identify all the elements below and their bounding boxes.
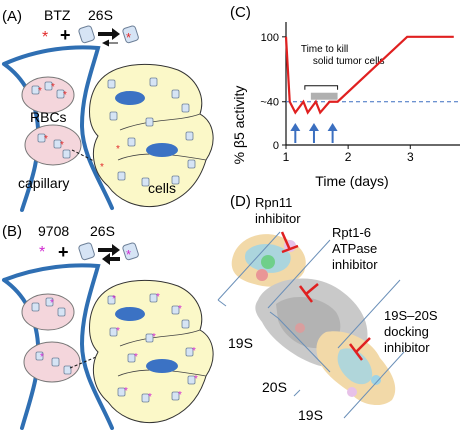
btz-star-icon: * bbox=[42, 29, 48, 46]
proteasome-26s-icon-b bbox=[78, 242, 95, 261]
compound-9708-star-icon: * bbox=[39, 244, 45, 261]
forward-arrow-icon bbox=[98, 28, 120, 40]
capillary-label: capillary bbox=[18, 175, 69, 191]
svg-text:*: * bbox=[60, 140, 64, 151]
rpn11-inhibitor-bar bbox=[281, 244, 299, 254]
complex-26s-label-a: 26S bbox=[88, 7, 113, 23]
svg-text:*: * bbox=[50, 298, 54, 309]
svg-text:*: * bbox=[51, 82, 55, 93]
svg-text:*: * bbox=[126, 30, 131, 45]
panel-d: (D) Rpn11 inhibitor Rpt1-6 ATPase inhibitor… bbox=[217, 193, 438, 423]
y-tick-label: 0 bbox=[273, 140, 279, 152]
svg-text:*: * bbox=[100, 162, 104, 173]
svg-text:*: * bbox=[192, 346, 196, 357]
docking-inhibitor-label: 19S–20S docking inhibitor bbox=[384, 308, 438, 355]
capillary-vessel-icon-b bbox=[2, 263, 114, 430]
plus-sign-a: + bbox=[60, 25, 71, 45]
x-tick-label: 2 bbox=[345, 150, 352, 164]
x-tick-label: 1 bbox=[283, 150, 290, 164]
panel-a: (A) BTZ 26S * + * * ** ** bbox=[2, 7, 214, 212]
segment-20s: 20S bbox=[262, 379, 287, 395]
nucleus-b2 bbox=[146, 359, 178, 373]
rpn11-inhibitor-marker bbox=[280, 231, 292, 251]
x-axis-label: Time (days) bbox=[315, 173, 388, 189]
panel-d-label: (D) bbox=[230, 193, 251, 210]
svg-text:*: * bbox=[178, 390, 182, 401]
cell-9708-stars: * * * * * * * * * * * bbox=[112, 292, 198, 403]
rbc-label: RBCs bbox=[30, 109, 67, 125]
svg-text:*: * bbox=[38, 86, 42, 97]
nucleus-2 bbox=[146, 143, 178, 157]
cell-proteasomes-a bbox=[107, 77, 196, 187]
segment-19s-top: 19S bbox=[228, 335, 253, 351]
complex-26s-label-b: 26S bbox=[90, 223, 115, 239]
svg-text:*: * bbox=[112, 294, 116, 305]
svg-text:*: * bbox=[63, 90, 67, 101]
panel-b-label: (B) bbox=[2, 223, 22, 240]
proteasome-btz-complex-icon: * bbox=[122, 25, 139, 45]
rbc-proteasomes bbox=[31, 81, 71, 159]
svg-text:*: * bbox=[148, 392, 152, 403]
subunit-brackets bbox=[217, 231, 405, 419]
rpt-inhibitor-label: Rpt1-6 ATPase inhibitor bbox=[332, 225, 378, 272]
y-axis-label: % β5 activity bbox=[231, 86, 247, 165]
dose-arrow-icon bbox=[308, 123, 319, 131]
rbc-proteasomes-b bbox=[31, 297, 72, 375]
kill-time-bar bbox=[310, 92, 338, 100]
cells-label: cells bbox=[148, 180, 176, 196]
svg-text:*: * bbox=[134, 352, 138, 363]
svg-text:*: * bbox=[178, 304, 182, 315]
reverse-arrow-icon-b bbox=[102, 253, 120, 265]
proteasome-26s-icon bbox=[78, 25, 95, 44]
svg-text:*: * bbox=[124, 386, 128, 397]
rpn11-inhibitor-label: Rpn11 inhibitor bbox=[255, 195, 301, 226]
docking-inhibitor-bar bbox=[349, 343, 363, 361]
svg-text:*: * bbox=[156, 292, 160, 303]
chart-c: 100 ~40 01 2 3 Time to kill solid tumor cells bbox=[260, 22, 460, 164]
transfer-arrow-b bbox=[69, 350, 110, 369]
panel-c: (C) % β5 activity Time (days) 100 ~40 01 2 3… bbox=[230, 4, 460, 189]
x-tick-label: 3 bbox=[407, 150, 414, 164]
rbc-btz-stars: * * * * * bbox=[38, 82, 67, 151]
docking-inhibitor-marker bbox=[355, 337, 371, 353]
svg-text:*: * bbox=[126, 247, 131, 262]
rbc-9708-stars: ** bbox=[40, 298, 54, 363]
cell-proteasomes-b bbox=[107, 293, 196, 403]
panel-b: (B) 9708 26S * + * ** bbox=[2, 223, 214, 430]
proteasome-9708-complex-icon: * bbox=[122, 242, 139, 262]
svg-text:*: * bbox=[194, 374, 198, 385]
segment-19s-bottom: 19S bbox=[298, 407, 323, 423]
svg-text:*: * bbox=[44, 134, 48, 145]
nucleus-b1 bbox=[115, 307, 145, 321]
nucleus-1 bbox=[115, 91, 145, 105]
svg-text:*: * bbox=[116, 144, 120, 155]
y-tick-label: 100 bbox=[261, 32, 279, 44]
proteasome-surface bbox=[231, 234, 396, 406]
plus-sign-b: + bbox=[58, 242, 69, 262]
panel-a-label: (A) bbox=[2, 8, 22, 25]
svg-text:*: * bbox=[40, 352, 44, 363]
panel-c-label: (C) bbox=[230, 4, 251, 21]
cell-btz-stars: ** bbox=[100, 144, 120, 173]
activity-series-line bbox=[284, 35, 454, 115]
rbc-ellipse-2 bbox=[24, 124, 82, 166]
y-tick-label: ~40 bbox=[260, 97, 279, 109]
svg-text:*: * bbox=[152, 332, 156, 343]
forward-arrow-icon-b bbox=[98, 244, 120, 256]
kill-time-bracket bbox=[304, 85, 339, 90]
btz-label: BTZ bbox=[44, 7, 71, 23]
dose-arrow-icon bbox=[327, 123, 338, 131]
rpt-inhibitor-marker bbox=[305, 283, 319, 295]
compound-9708-label: 9708 bbox=[38, 223, 69, 239]
rpt-inhibitor-bar bbox=[299, 285, 313, 303]
svg-text:*: * bbox=[116, 326, 120, 337]
dose-arrow-icon bbox=[290, 123, 301, 131]
kill-time-annotation: Time to kill solid tumor cells bbox=[301, 44, 385, 67]
